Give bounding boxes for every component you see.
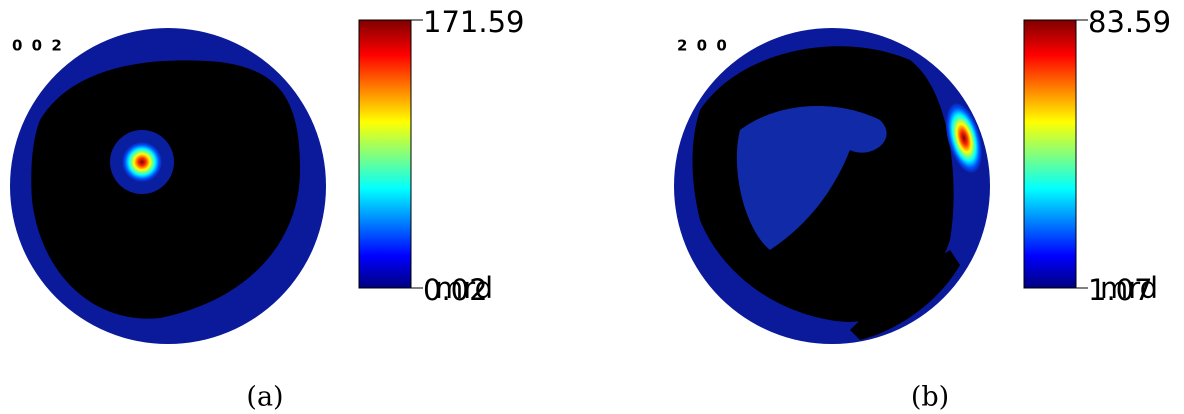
panel-label: 0 0 2	[12, 37, 64, 55]
blue-band	[736, 106, 887, 250]
caption: (b)	[911, 382, 949, 413]
colorbar-tick-label: 1.07	[1088, 273, 1153, 307]
hotspot	[122, 142, 162, 182]
panel-label: 2 0 0	[677, 37, 729, 55]
pole-figure-b	[674, 28, 990, 344]
hotspot	[945, 102, 983, 174]
low-region	[850, 250, 960, 340]
colorbar	[358, 19, 412, 289]
colorbar-unit: mrd	[435, 271, 493, 305]
pole-figure-a	[10, 28, 326, 344]
colorbar-tick-label: 171.59	[423, 5, 524, 39]
low-region	[31, 60, 301, 319]
colorbar-tick-label: 0.02	[423, 273, 488, 307]
colorbar-tick-label: 83.59	[1088, 5, 1171, 39]
caption: (a)	[246, 382, 283, 413]
colorbar	[1023, 19, 1077, 289]
colorbar-unit: mrd	[1100, 271, 1158, 305]
